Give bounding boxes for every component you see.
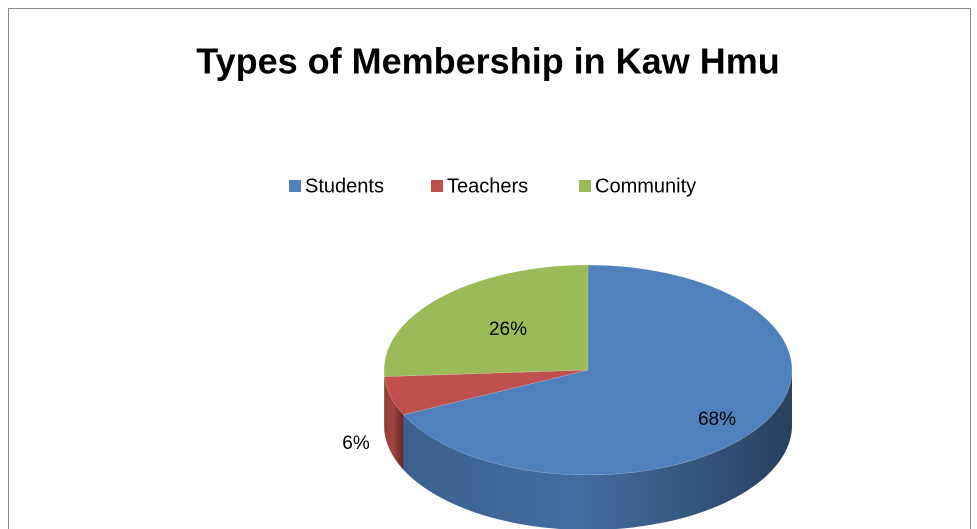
slice-side-shade [403, 370, 792, 529]
chart-title: Types of Membership in Kaw Hmu [196, 41, 779, 82]
data-label: 68% [698, 409, 736, 430]
chart-border [8, 8, 971, 529]
data-label: 26% [489, 319, 527, 340]
slice [384, 369, 589, 415]
legend-label: Students [305, 175, 384, 197]
data-label: 6% [342, 433, 370, 454]
slice-side-shade [384, 376, 404, 470]
legend-label: Community [595, 175, 696, 197]
legend-swatch [579, 180, 591, 192]
legend-swatch [289, 180, 301, 192]
slice [383, 264, 589, 377]
legend-swatch [431, 180, 443, 192]
legend-label: Teachers [447, 175, 528, 197]
slice [402, 264, 793, 476]
